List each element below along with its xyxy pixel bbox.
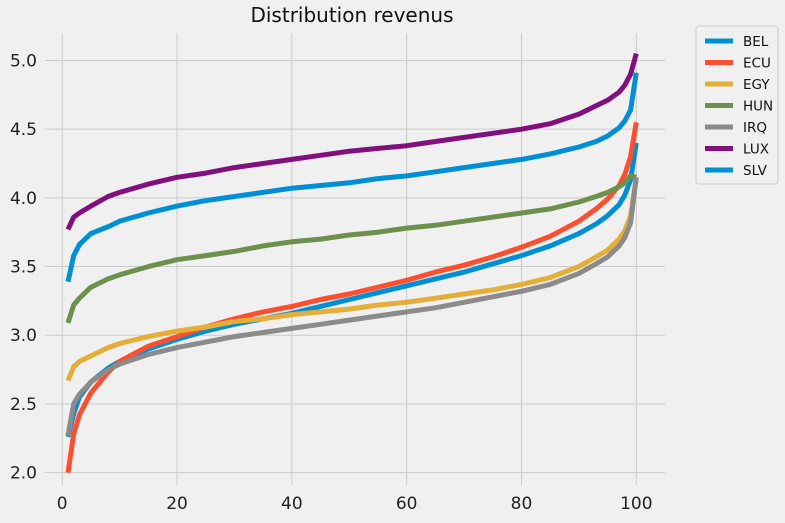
series-line-slv xyxy=(65,72,639,283)
legend-label-hun: HUN xyxy=(743,99,773,115)
x-tick-label: 80 xyxy=(511,494,533,514)
series-lines xyxy=(65,52,639,473)
plot-area: 0 20 40 60 80 100 2.0 2.5 3.0 3.5 4.0 4.5 5.0 xyxy=(10,33,665,514)
y-tick-label: 3.0 xyxy=(10,326,37,346)
legend-box xyxy=(695,25,779,185)
y-tick-label: 4.5 xyxy=(10,120,37,140)
legend-label-bel: BEL xyxy=(743,34,769,50)
x-tick-label: 100 xyxy=(620,494,652,514)
legend-label-ecu: ECU xyxy=(743,56,771,72)
series-line-lux xyxy=(65,52,639,231)
legend-label-slv: SLV xyxy=(743,163,768,179)
chart-title: Distribution revenus xyxy=(250,3,453,27)
y-tick-label: 4.0 xyxy=(10,189,37,209)
y-tick-label: 5.0 xyxy=(10,51,37,71)
x-tick-label: 0 xyxy=(57,494,68,514)
series-line-hun xyxy=(65,173,637,324)
tick-labels: 0 20 40 60 80 100 2.0 2.5 3.0 3.5 4.0 4.5 5.0 xyxy=(10,51,653,514)
y-tick-label: 3.5 xyxy=(10,258,37,278)
series-line-egy xyxy=(65,176,639,382)
x-tick-label: 40 xyxy=(281,494,303,514)
x-tick-label: 20 xyxy=(166,494,188,514)
y-tick-label: 2.5 xyxy=(10,395,37,415)
series-line-irq xyxy=(65,176,639,436)
legend-label-irq: IRQ xyxy=(743,120,767,136)
x-tick-label: 60 xyxy=(396,494,418,514)
legend: BEL ECU EGY HUN IRQ LUX SLV xyxy=(695,25,779,185)
legend-label-egy: EGY xyxy=(743,77,770,93)
legend-label-lux: LUX xyxy=(743,142,769,158)
y-tick-label: 2.0 xyxy=(10,464,37,484)
grid xyxy=(45,33,665,485)
